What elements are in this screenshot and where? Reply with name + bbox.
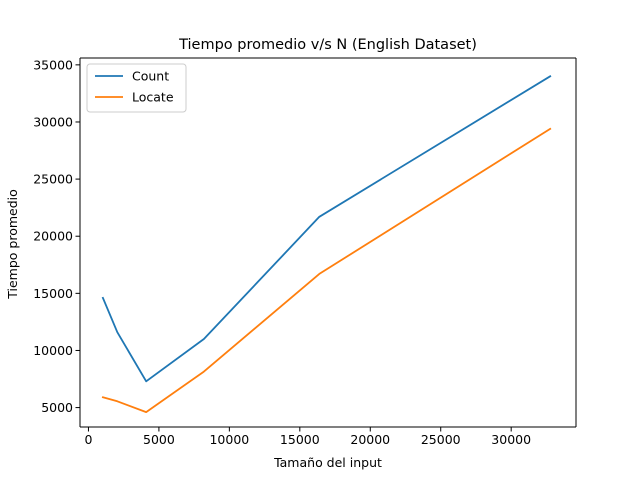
x-axis-label: Tamaño del input xyxy=(273,455,382,470)
series-line-count xyxy=(101,75,552,383)
y-tick-label: 20000 xyxy=(33,229,73,244)
x-tick-label: 10000 xyxy=(209,432,249,447)
legend-label-locate: Locate xyxy=(132,90,174,105)
y-axis: 5000 10000 15000 20000 25000 30000 35000 xyxy=(33,57,80,415)
y-tick-label: 25000 xyxy=(33,172,73,187)
plot-area xyxy=(79,57,577,428)
legend: Count Locate xyxy=(86,63,187,113)
x-tick-label: 0 xyxy=(84,432,92,447)
chart-title: Tiempo promedio v/s N (English Dataset) xyxy=(178,37,477,53)
x-tick-label: 15000 xyxy=(280,432,320,447)
x-tick-label: 25000 xyxy=(421,432,461,447)
legend-label-count: Count xyxy=(132,69,169,84)
y-axis-label: Tiempo promedio xyxy=(5,189,20,300)
series-line-locate xyxy=(101,127,552,414)
x-axis: 0 5000 10000 15000 20000 25000 30000 xyxy=(84,427,531,447)
y-tick-label: 35000 xyxy=(33,57,73,72)
y-tick-label: 15000 xyxy=(33,286,73,301)
y-tick-label: 5000 xyxy=(41,400,73,415)
x-tick-label: 5000 xyxy=(143,432,175,447)
y-tick-label: 10000 xyxy=(33,343,73,358)
y-tick-label: 30000 xyxy=(33,114,73,129)
series-layer xyxy=(101,75,552,414)
x-tick-label: 20000 xyxy=(350,432,390,447)
x-tick-label: 30000 xyxy=(491,432,531,447)
